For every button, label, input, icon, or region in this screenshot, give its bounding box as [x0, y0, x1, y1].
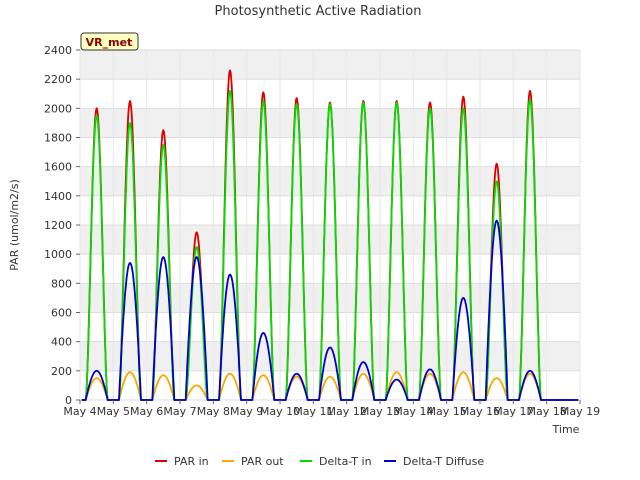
x-tick-label: May 6: [130, 405, 163, 418]
series-line-par-in: [81, 69, 579, 401]
grid-band: [80, 283, 580, 313]
y-tick-label: 0: [65, 394, 72, 407]
grid-band: [80, 341, 580, 371]
x-tick-label: May 5: [97, 405, 130, 418]
x-tick-label: May 14: [393, 405, 433, 418]
y-tick-label: 1600: [44, 161, 72, 174]
grid-band: [80, 50, 580, 80]
y-tick-label: 2400: [44, 44, 72, 57]
series-layer: [81, 69, 579, 401]
x-tick-label: May 12: [327, 405, 367, 418]
x-tick-label: May 11: [293, 405, 333, 418]
y-tick-label: 1800: [44, 132, 72, 145]
x-tick-label: May 15: [427, 405, 467, 418]
series-line-par-out: [81, 371, 579, 401]
grid-band: [80, 108, 580, 138]
x-tick-label: May 13: [360, 405, 400, 418]
x-tick-label: May 17: [493, 405, 533, 418]
grid: [79, 49, 581, 401]
legend-label: Delta-T in: [319, 455, 372, 468]
y-axis-label: PAR (umol/m2/s): [8, 179, 21, 271]
chart-title: Photosynthetic Active Radiation: [215, 4, 422, 19]
legend: PAR in PAR out Delta-T in Delta-T Diffuse: [155, 455, 484, 468]
grid-band: [80, 166, 580, 196]
x-tick-label: May 4: [63, 405, 96, 418]
series-line-delta-t-in: [81, 89, 579, 401]
x-tick-label: May 16: [460, 405, 500, 418]
y-tick-label: 400: [51, 336, 72, 349]
legend-label: Delta-T Diffuse: [403, 455, 484, 468]
x-tick-label: May 19: [560, 405, 600, 418]
y-tick-label: 200: [51, 365, 72, 378]
x-tick-label: May 10: [260, 405, 300, 418]
x-tick-label: May 7: [163, 405, 196, 418]
y-tick-label: 2200: [44, 73, 72, 86]
x-tick-label: May 18: [527, 405, 567, 418]
grid-band: [80, 225, 580, 255]
x-axis-label: Time: [552, 423, 580, 436]
y-tick-label: 1000: [44, 248, 72, 261]
y-tick-label: 1200: [44, 219, 72, 232]
y-axis-ticks: 0 200 400 600 800 1000 1200 1400 1600 1800 2000 220…: [44, 44, 80, 407]
series-line-delta-t-diffuse: [81, 219, 579, 401]
x-tick-label: May 8: [197, 405, 230, 418]
y-tick-label: 600: [51, 307, 72, 320]
y-tick-label: 1400: [44, 190, 72, 203]
legend-label: PAR in: [174, 455, 209, 468]
legend-label: PAR out: [241, 455, 284, 468]
x-tick-label: May 9: [230, 405, 263, 418]
y-tick-label: 800: [51, 277, 72, 290]
y-tick-label: 2000: [44, 102, 72, 115]
annotation-text: VR_met: [86, 36, 133, 49]
annotation-badge: VR_met: [80, 32, 139, 51]
